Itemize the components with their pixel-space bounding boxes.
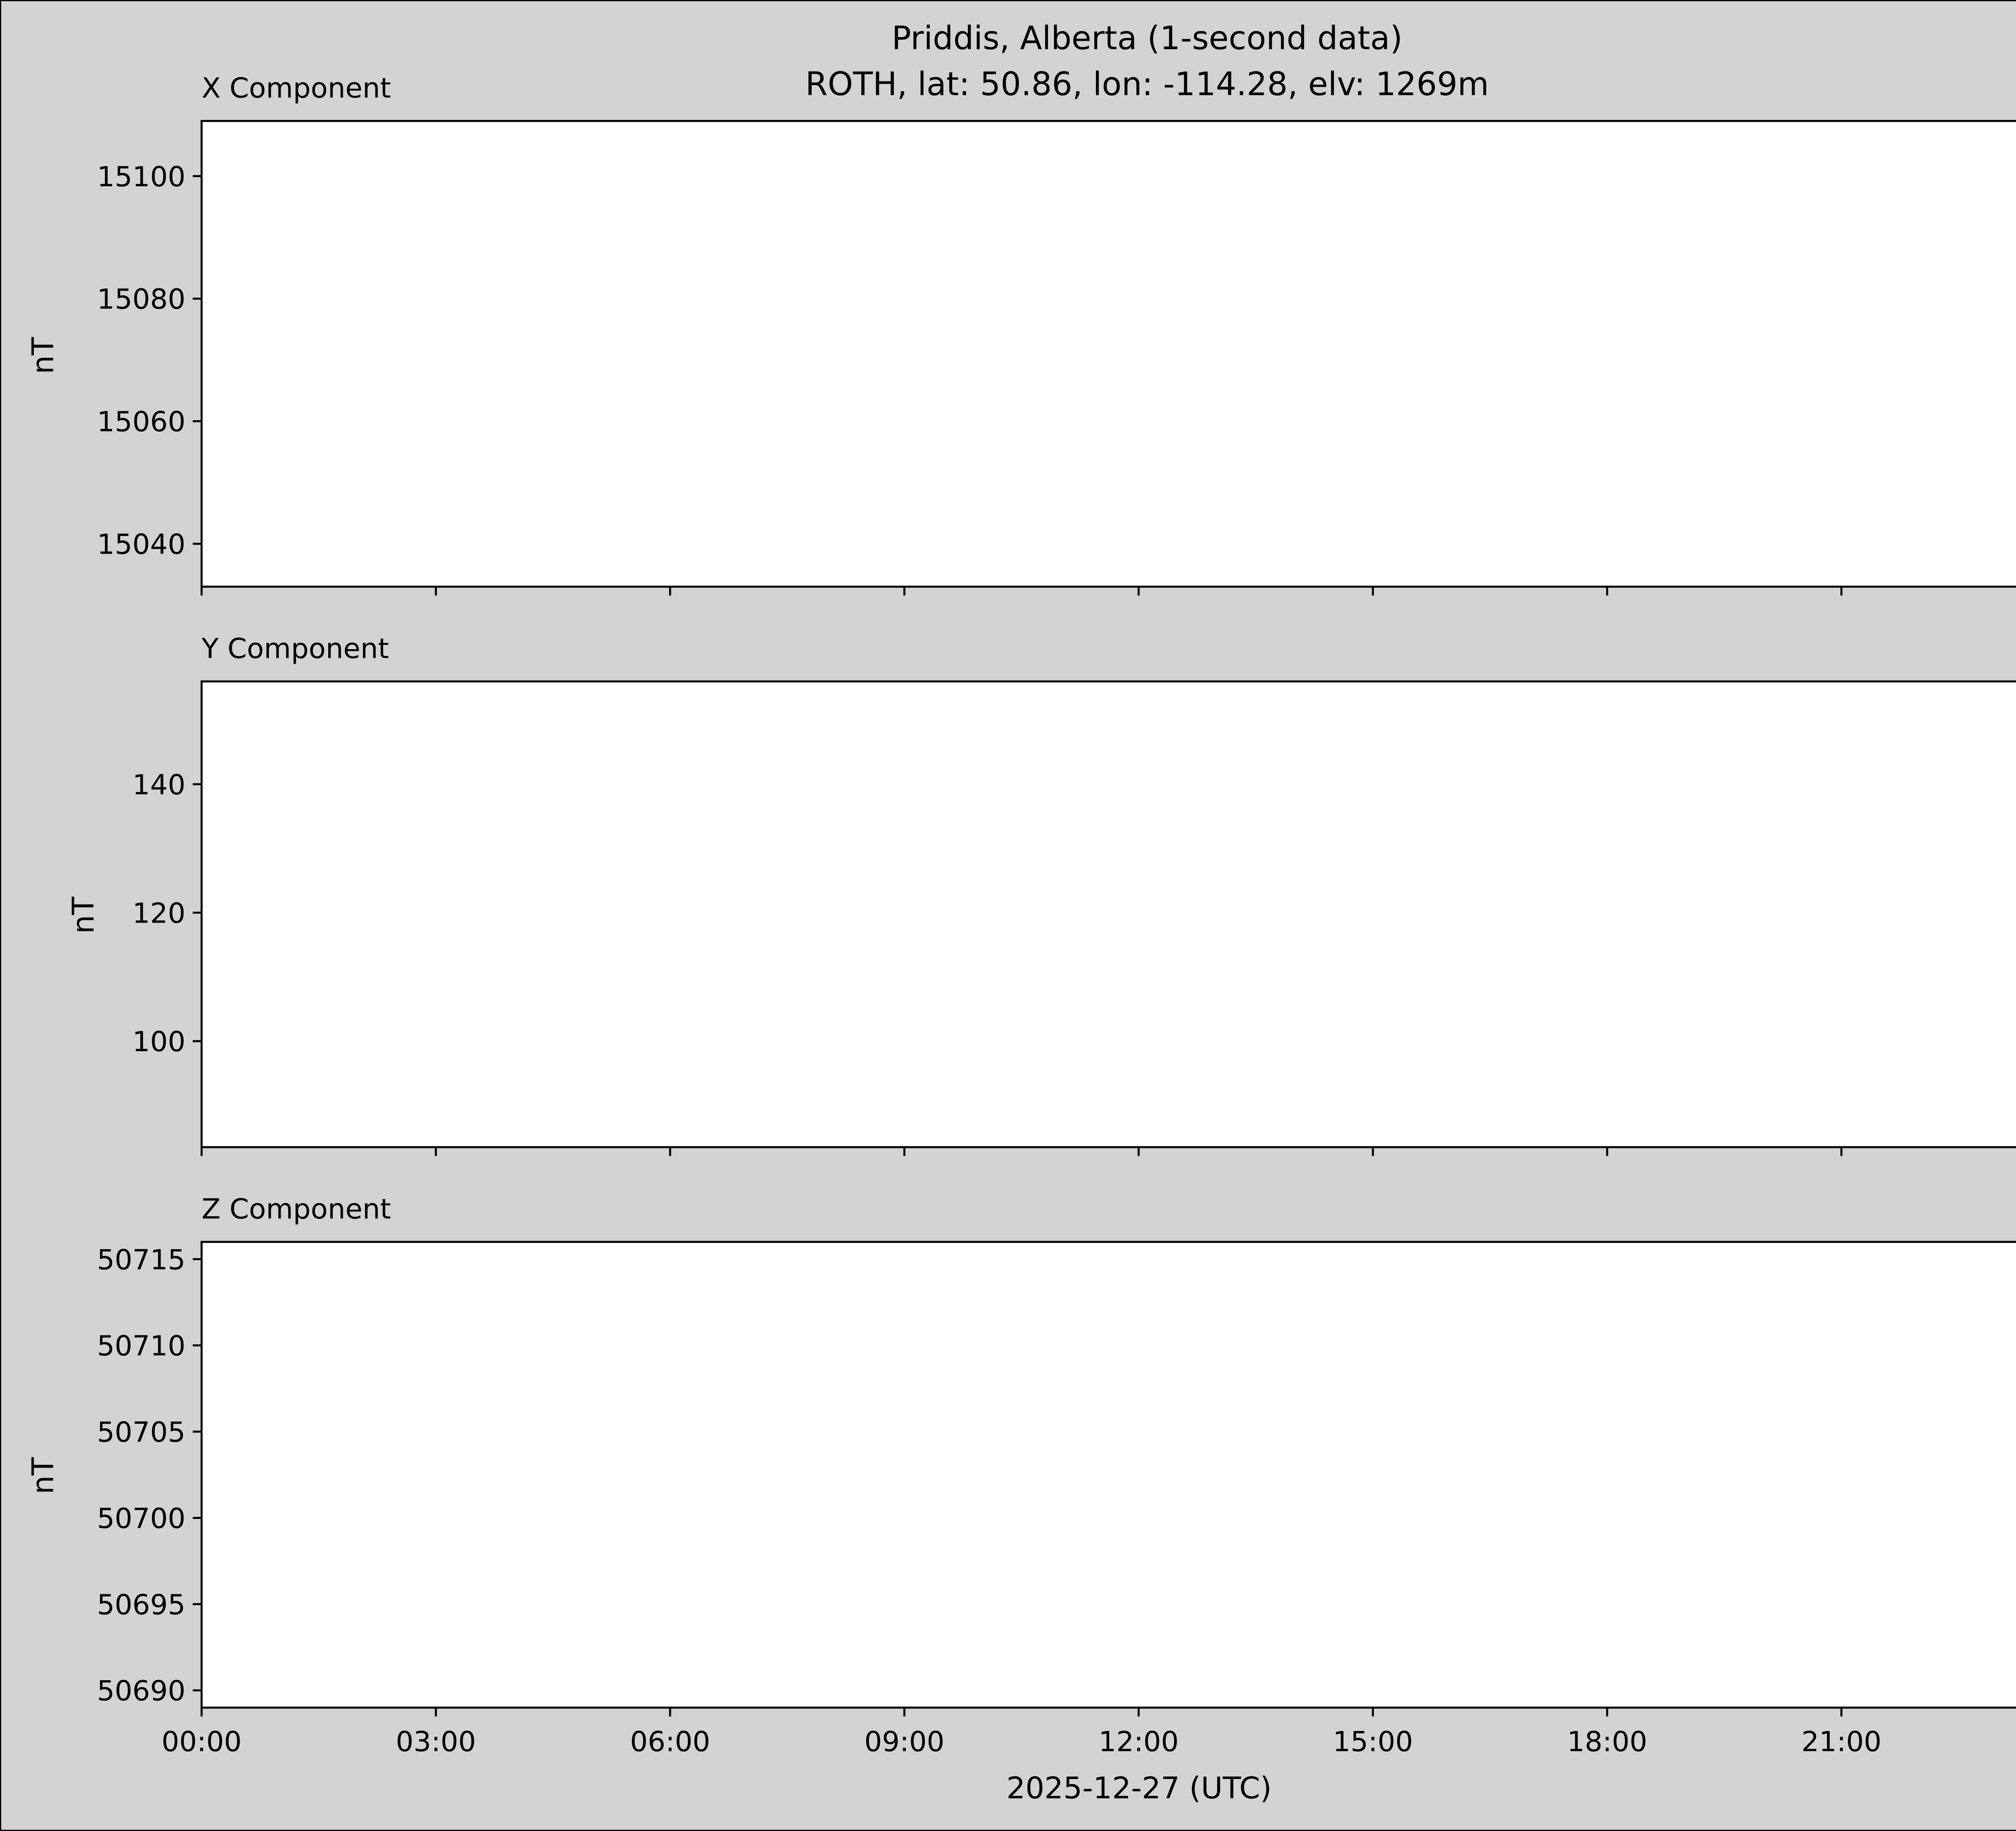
x-tick-label: 06:00 (630, 1726, 710, 1758)
x-tick-label: 15:00 (1333, 1726, 1413, 1758)
x-component-ytick-label: 15040 (97, 529, 186, 561)
y-component-title: Y Component (201, 633, 389, 665)
x-component-ytick-label: 15060 (97, 406, 186, 438)
z-component-ytick-label: 50690 (97, 1675, 186, 1707)
x-tick-label: 12:00 (1099, 1726, 1179, 1758)
x-component-ytick-label: 15080 (97, 283, 186, 316)
x-tick-label: 03:00 (396, 1726, 476, 1758)
x-component-title: X Component (202, 72, 391, 104)
z-component-ytick-label: 50700 (97, 1502, 186, 1535)
y-component-ytick-label: 100 (132, 1026, 185, 1058)
y-component-frame (200, 680, 2016, 1148)
figure-title-line1: Priddis, Alberta (1-second data) (891, 19, 1402, 57)
x-tick-label: 09:00 (864, 1726, 945, 1758)
z-component-ylabel: nT (26, 1457, 60, 1494)
y-component-panel: Y Component nT 100 120 140 (66, 633, 2016, 1156)
figure-title-line2: ROTH, lat: 50.86, lon: -114.28, elv: 126… (805, 65, 1489, 103)
x-component-frame (200, 120, 2016, 588)
z-component-ytick-label: 50705 (97, 1416, 186, 1449)
z-component-title: Z Component (202, 1193, 391, 1225)
y-component-ylabel: nT (66, 896, 101, 934)
z-component-panel: Z Component nT 00:00 03:00 06:00 09:00 12:00… (26, 1193, 2016, 1758)
x-axis-label: 2025-12-27 (UTC) (1006, 1771, 1272, 1806)
x-tick-label: 18:00 (1567, 1726, 1647, 1758)
y-component-ytick-label: 120 (132, 898, 185, 930)
y-component-ytick-label: 140 (132, 769, 185, 801)
x-tick-label: 00:00 (162, 1726, 242, 1758)
z-component-frame (200, 1241, 2016, 1709)
x-component-panel: X Component nT 15040 15060 15080 15100 (26, 72, 2016, 596)
x-tick-label: 21:00 (1801, 1726, 1882, 1758)
z-component-ytick-label: 50715 (97, 1244, 186, 1276)
x-component-ytick-label: 15100 (97, 161, 186, 193)
x-component-ylabel: nT (26, 337, 60, 374)
z-component-ytick-label: 50695 (97, 1589, 186, 1621)
z-component-ytick-label: 50710 (97, 1330, 186, 1362)
